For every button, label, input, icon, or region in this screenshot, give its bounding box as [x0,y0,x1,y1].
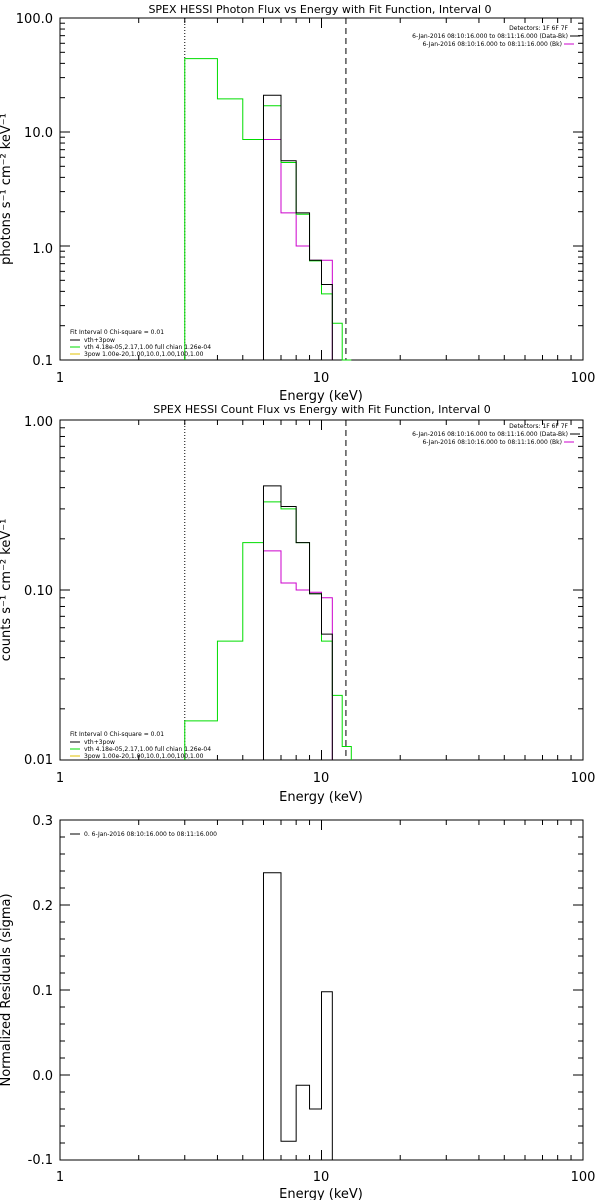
photon-ytick-label: 100.0 [16,12,53,27]
photon-x-axis-label: Energy (keV) [279,389,363,404]
photon-xtick-label: 100 [571,371,596,386]
photon-legend-label-thermal: vth 4.18e-05,2.17,1.00 full chian 1.26e-… [84,344,211,351]
count-xtick-label: 1 [56,771,64,786]
photon-legend-label-total: vth+3pow [84,337,115,344]
count-header-detectors: Detectors: 1F 6F 7F [509,423,568,430]
count-x-axis-label: Energy (keV) [279,790,363,805]
residuals-ytick-label: -0.1 [28,1153,53,1168]
photon-header-background: 6-Jan-2016 08:10:16.000 to 08:11:16.000 … [422,41,562,48]
resid-histogram-line [262,872,333,1160]
photon-header-interval: 6-Jan-2016 08:10:16.000 to 08:11:16.000 … [412,33,568,40]
count-xtick-label: 10 [313,771,330,786]
photon-chart-title: SPEX HESSI Photon Flux vs Energy with Fi… [148,3,491,16]
residuals-x-axis-label: Energy (keV) [279,1187,363,1200]
thermal-histogram-line [262,550,333,760]
count-ytick-label: 0.01 [24,753,53,768]
count-series [184,485,352,760]
model-histogram-line [184,501,352,760]
count-flux-panel: SPEX HESSI Count Flux vs Energy with Fit… [0,403,595,805]
count-y-axis-label: counts s⁻¹ cm⁻² keV⁻¹ [0,519,14,662]
photon-flux-panel: SPEX HESSI Photon Flux vs Energy with Fi… [0,3,595,404]
count-xtick-label: 100 [571,771,596,786]
count-ytick-label: 1.00 [24,415,53,430]
residuals-series [262,872,333,1160]
residuals-axis-ticks [59,819,584,1161]
count-legend-title: Fit Interval 0 Chi-square = 0.01 [70,731,164,738]
count-axis-ticks [59,419,584,761]
residuals-xtick-label: 1 [56,1170,64,1185]
data-histogram-line [262,485,333,760]
count-chart-title: SPEX HESSI Count Flux vs Energy with Fit… [153,403,490,416]
photon-legend-label-powerlaw: 3pow 1.00e-20,1.00,10.0,1.00,100,1.00 [84,351,204,358]
photon-ytick-label: 0.1 [32,354,53,369]
photon-xtick-label: 10 [313,371,330,386]
photon-reference-lines [184,18,347,360]
photon-xtick-label: 1 [56,371,64,386]
count-header-background: 6-Jan-2016 08:10:16.000 to 08:11:16.000 … [422,439,562,446]
count-header-interval: 6-Jan-2016 08:10:16.000 to 08:11:16.000 … [412,431,568,438]
count-ytick-label: 0.10 [24,584,53,599]
count-legend-label-total: vth+3pow [84,739,115,746]
residuals-ytick-label: 0.0 [32,1069,53,1084]
photon-axis-ticks [59,17,584,361]
count-plot-frame [59,419,584,761]
photon-legend-title: Fit Interval 0 Chi-square = 0.01 [70,329,164,336]
count-legend-label-thermal: vth 4.18e-05,2.17,1.00 full chian 1.26e-… [84,746,211,753]
residuals-xtick-label: 10 [313,1170,330,1185]
model-histogram-line [184,58,352,361]
residuals-y-axis-label: Normalized Residuals (sigma) [0,893,14,1086]
count-legend-label-powerlaw: 3pow 1.00e-20,1.00,10.0,1.00,100,1.00 [84,753,204,760]
photon-header-detectors: Detectors: 1F 6F 7F [509,25,568,32]
count-legend: Fit Interval 0 Chi-square = 0.01 vth+3po… [70,731,211,760]
residuals-ytick-label: 0.1 [32,984,53,999]
residuals-ytick-label: 0.3 [32,814,53,829]
photon-ytick-label: 1.0 [32,242,53,257]
residuals-panel: 0.3 0.2 0.1 0.0 -0.1 1 10 100 Energy (ke… [0,814,595,1200]
data-histogram-line [262,94,333,360]
thermal-histogram-line [262,138,333,360]
count-reference-lines [184,420,347,760]
residuals-legend-label: 0. 6-Jan-2016 08:10:16.000 to 08:11:16.0… [84,831,217,838]
photon-y-axis-label: photons s⁻¹ cm⁻² keV⁻¹ [0,113,14,265]
photon-plot-frame [59,17,584,361]
photon-legend: Fit Interval 0 Chi-square = 0.01 vth+3po… [70,329,211,358]
residuals-ytick-label: 0.2 [32,899,53,914]
photon-series [184,58,352,361]
residuals-xtick-label: 100 [571,1170,596,1185]
photon-ytick-label: 10.0 [24,126,53,141]
